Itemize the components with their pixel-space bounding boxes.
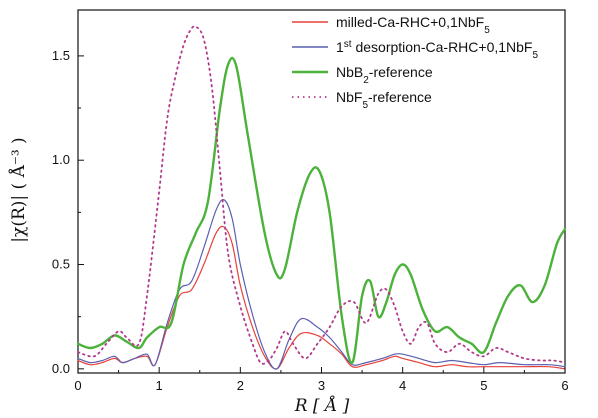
legend-label-1st-desorption-ca-rhc-0-1nbf5: 1st desorption-Ca-RHC+0,1NbF5 bbox=[336, 39, 538, 61]
plot-frame bbox=[77, 9, 566, 374]
series-layer bbox=[76, 25, 567, 370]
x-tick-label: 1 bbox=[156, 378, 163, 393]
y-tick-label: 0.5 bbox=[52, 257, 70, 272]
legend: milled-Ca-RHC+0,1NbF5 1st desorption-Ca-R… bbox=[292, 14, 538, 111]
x-tick-label: 0 bbox=[74, 378, 81, 393]
series-line-1st-desorption-ca-rhc-0-1nbf5 bbox=[77, 198, 566, 370]
legend-label-nbf5-reference: NbF5-reference bbox=[336, 89, 432, 111]
x-tick-label: 2 bbox=[237, 378, 244, 393]
x-tick-label: 6 bbox=[561, 378, 568, 393]
series-line-milled-ca-rhc-0-1nbf5 bbox=[77, 225, 566, 370]
series-line-nbf5-reference bbox=[77, 25, 566, 365]
y-tick-label: 1.5 bbox=[52, 48, 70, 63]
legend-label-milled-ca-rhc-0-1nbf5: milled-Ca-RHC+0,1NbF5 bbox=[336, 14, 490, 36]
x-tick-label: 5 bbox=[480, 378, 487, 393]
y-axis-title: |χ(R)| ( Å⁻³ ) bbox=[8, 137, 29, 242]
x-tick-label: 3 bbox=[318, 378, 325, 393]
plot-area bbox=[77, 9, 566, 374]
axes-layer: 0 1 2 3 4 5 6 0.0 0.5 1.0 1.5 bbox=[52, 48, 569, 393]
y-tick-label: 0.0 bbox=[52, 361, 70, 376]
x-axis-title: R [ Å ] bbox=[294, 395, 350, 416]
legend-label-nbb2-reference: NbB2-reference bbox=[336, 64, 433, 86]
y-tick-label: 1.0 bbox=[52, 152, 70, 167]
series-line-nbb2-reference bbox=[76, 56, 567, 364]
x-tick-label: 4 bbox=[399, 378, 406, 393]
